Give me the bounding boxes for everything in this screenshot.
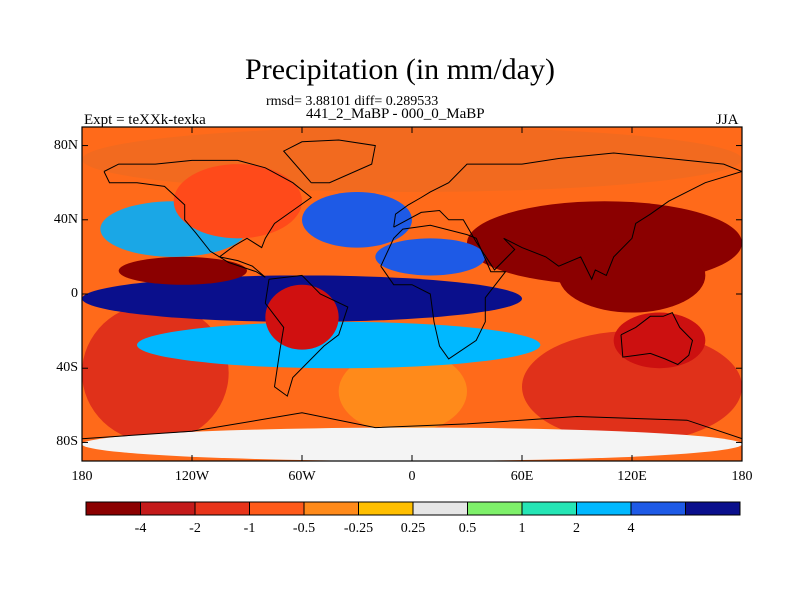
colorbar-swatch <box>85 501 141 516</box>
field-south-pacific-dry <box>82 303 229 443</box>
colorbar-label: -0.25 <box>343 521 374 536</box>
colorbar-label: 2 <box>573 521 580 536</box>
stats-text: rmsd= 3.88101 diff= 0.289533 <box>266 94 439 109</box>
south-america-coast <box>264 274 349 397</box>
coastlines <box>82 139 742 440</box>
field-south-atlantic-dry <box>338 349 467 434</box>
australia-coast <box>620 311 694 366</box>
y-tick-label: 0 <box>71 286 78 301</box>
field-south-america-dry <box>265 284 339 350</box>
colorbar-label: 4 <box>627 521 635 536</box>
antarctica-coast <box>82 412 742 440</box>
colorbar-label: -2 <box>189 521 201 536</box>
north-america-coast <box>103 159 313 278</box>
colorbar-swatch <box>521 501 577 516</box>
y-tick-label: 80N <box>53 137 78 153</box>
x-tick-label: 180 <box>731 469 753 484</box>
field-north-america-mixed <box>173 164 302 239</box>
field-asia-dry-core <box>558 238 706 313</box>
map-title: Precipitation (in mm/day) <box>245 53 555 86</box>
map-field <box>82 127 742 461</box>
map-subtitle: 441_2_MaBP - 000_0_MaBP <box>306 106 485 122</box>
colorbar-label: 0.5 <box>458 521 477 536</box>
colorbar-swatch <box>194 501 250 516</box>
x-tick-label: 60E <box>510 469 534 484</box>
eurasia-coast <box>393 152 742 281</box>
field-australia-dry <box>613 312 706 369</box>
colorbar-swatch <box>249 501 305 516</box>
y-tick-label: 40N <box>53 211 78 227</box>
field-north-polar-band <box>82 127 742 192</box>
colorbar-label: 0.25 <box>400 521 426 536</box>
colorbar-swatch <box>685 501 741 516</box>
field-southern-wet-band <box>136 321 541 369</box>
x-tick-label: 120E <box>617 469 647 484</box>
colorbar-swatch <box>412 501 468 516</box>
x-tick-label: 0 <box>408 469 416 484</box>
season-label: JJA <box>716 112 739 128</box>
colorbar-label: 1 <box>518 521 526 536</box>
greenland-coast <box>282 139 376 184</box>
colorbar-label: -4 <box>134 521 147 536</box>
field-sahara-dry <box>375 238 486 276</box>
y-tick-label: 80S <box>56 434 78 450</box>
africa-coast <box>380 224 507 360</box>
colorbar-swatch <box>467 501 523 516</box>
colorbar-swatch <box>358 501 414 516</box>
y-tick-label: 40S <box>56 360 78 376</box>
experiment-label: Expt = teXXk-texka <box>84 112 206 128</box>
colorbar-label: -1 <box>243 521 256 536</box>
colorbar-swatch <box>303 501 359 516</box>
x-tick-label: 60W <box>288 469 316 484</box>
field-antarctic-margin <box>82 427 742 461</box>
colorbar-swatch <box>630 501 686 516</box>
colorbar <box>85 501 741 516</box>
field-north-atlantic-wet <box>302 191 412 248</box>
x-tick-label: 180 <box>71 469 93 484</box>
colorbar-swatch <box>576 501 632 516</box>
colorbar-swatch <box>140 501 196 516</box>
colorbar-label: -0.5 <box>292 521 316 536</box>
field-mid-pacific-dry-tongue <box>118 256 248 285</box>
x-tick-label: 120W <box>174 469 210 484</box>
